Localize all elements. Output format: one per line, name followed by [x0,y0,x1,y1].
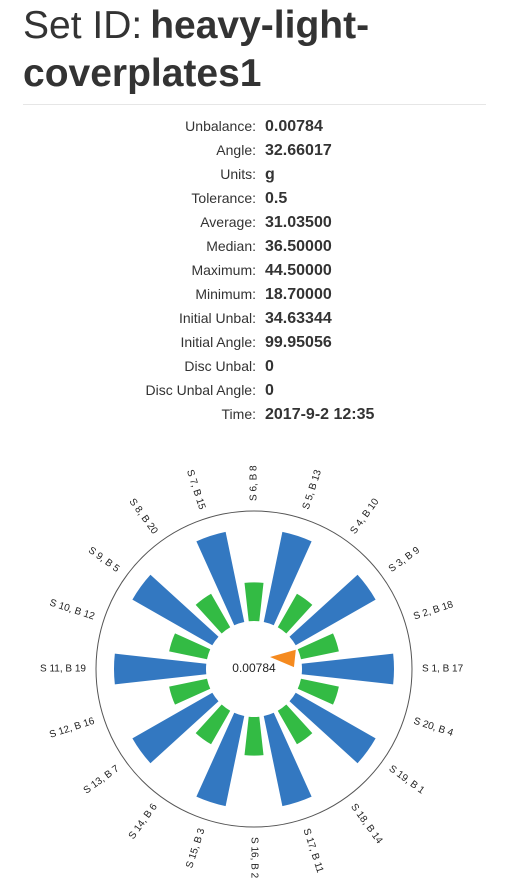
stat-value: 0 [265,358,274,375]
slot-label-18: S 18, B 14 [348,802,385,847]
slot-bar-15 [196,712,245,807]
slot-bar-6 [244,582,264,622]
center-value: 0.00784 [232,661,276,675]
stat-value: 0.5 [265,190,288,207]
slot-bar-2 [297,633,339,660]
slot-label-3: S 3, B 9 [387,545,423,575]
slot-bar-11 [114,653,207,685]
slot-label-16: S 16, B 2 [248,837,259,879]
stat-label: Initial Angle: [180,334,257,350]
stat-label: Average: [200,214,256,230]
slot-label-8: S 8, B 20 [127,497,160,537]
slot-label-15: S 15, B 3 [184,827,207,870]
stat-value: 44.50000 [265,262,332,279]
stat-label: Minimum: [195,286,256,302]
stat-value: 36.50000 [265,238,332,255]
slot-label-11: S 11, B 19 [40,664,86,675]
slot-bar-1 [301,653,394,685]
stat-label: Unbalance: [185,118,256,134]
stat-row: Initial Unbal: 34.63344 [0,308,509,332]
slot-label-1: S 1, B 17 [422,664,464,675]
stat-value: 99.95056 [265,334,332,351]
slot-bar-3 [289,574,376,646]
page-title: Set ID: heavy-light-coverplates1 [23,2,493,98]
title-prefix: Set ID: [23,4,143,47]
stat-row: Tolerance: 0.5 [0,188,509,212]
slot-label-19: S 19, B 1 [387,763,427,796]
slot-label-10: S 10, B 12 [48,598,96,623]
slot-label-12: S 12, B 16 [48,716,96,741]
slot-bar-12 [169,678,211,705]
slot-bar-14 [195,704,231,745]
stat-row: Disc Unbal: 0 [0,356,509,380]
stat-label: Time: [221,406,256,422]
slot-label-6: S 6, B 8 [249,465,260,501]
slot-bar-8 [195,593,231,634]
slot-bar-4 [277,593,313,634]
stat-value: 31.03500 [265,214,332,231]
slot-bar-9 [132,574,219,646]
slot-bar-13 [132,692,219,764]
slot-bar-18 [277,704,313,745]
stat-row: Maximum: 44.50000 [0,260,509,284]
slot-label-17: S 17, B 11 [301,827,326,875]
stat-value: 34.63344 [265,310,332,327]
stat-label: Disc Unbal: [184,358,256,374]
stat-label: Median: [206,238,256,254]
unbalance-pointer [270,649,296,668]
stat-value: g [265,166,275,183]
stat-value: 32.66017 [265,142,332,159]
stat-label: Angle: [216,142,256,158]
slot-label-9: S 9, B 5 [86,545,122,575]
stat-value: 0.00784 [265,118,323,135]
slot-label-20: S 20, B 4 [412,716,455,739]
stats-table: Unbalance: 0.00784 Angle: 32.66017 Units: g To… [0,116,509,428]
slot-bar-10 [169,633,211,660]
stat-label: Units: [220,166,256,182]
slot-label-5: S 5, B 13 [301,468,324,511]
slot-label-13: S 13, B 7 [82,763,122,796]
stat-row: Angle: 32.66017 [0,140,509,164]
slot-bar-20 [297,678,339,705]
set-id: heavy-light-coverplates1 [23,4,370,95]
stat-label: Disc Unbal Angle: [145,382,256,398]
stat-row: Minimum: 18.70000 [0,284,509,308]
slot-label-2: S 2, B 18 [412,599,455,622]
slot-bar-5 [263,531,312,626]
slot-label-14: S 14, B 6 [127,801,160,841]
slot-bar-7 [196,531,245,626]
stat-value: 2017-9-2 12:35 [265,406,375,423]
slot-bar-17 [263,712,312,807]
slot-bar-16 [244,716,264,756]
stat-row: Units: g [0,164,509,188]
stat-row: Median: 36.50000 [0,236,509,260]
slot-label-7: S 7, B 15 [184,468,207,511]
stat-row: Unbalance: 0.00784 [0,116,509,140]
stat-row: Initial Angle: 99.95056 [0,332,509,356]
stat-row: Average: 31.03500 [0,212,509,236]
stat-value: 18.70000 [265,286,332,303]
stat-row: Disc Unbal Angle: 0 [0,380,509,404]
slot-label-4: S 4, B 10 [348,496,381,536]
outer-ring [95,510,413,828]
balance-chart: S 1, B 17 S 2, B 18 S 3, B 9S 4, B 10 S 5, … [40,465,464,879]
slot-bar-19 [289,692,376,764]
title-divider [23,104,486,105]
stat-label: Maximum: [191,262,256,278]
stat-label: Initial Unbal: [178,310,256,326]
stat-value: 0 [265,382,274,399]
stat-label: Tolerance: [191,190,256,206]
stat-row: Time: 2017-9-2 12:35 [0,404,509,428]
